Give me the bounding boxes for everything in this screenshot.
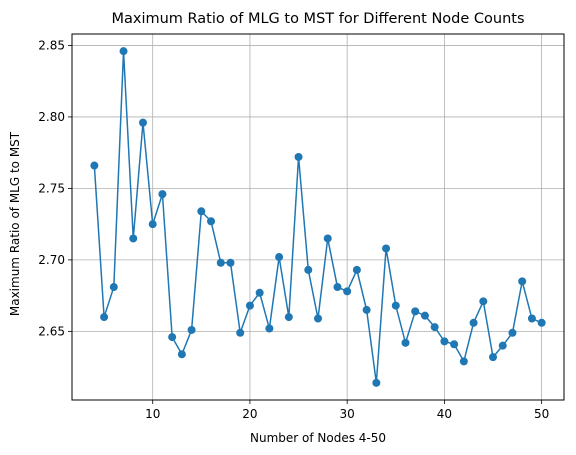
- data-point: [226, 258, 235, 267]
- data-point: [459, 357, 468, 366]
- data-point: [100, 313, 109, 322]
- data-point: [236, 328, 245, 337]
- data-point: [401, 338, 410, 347]
- data-point: [119, 47, 128, 56]
- data-point: [158, 190, 167, 199]
- y-tick-label: 2.75: [38, 181, 65, 195]
- data-point: [440, 337, 449, 346]
- x-gridlines: [152, 34, 543, 400]
- data-point: [177, 350, 186, 359]
- y-tick-label: 2.85: [38, 38, 65, 52]
- data-point: [207, 217, 216, 226]
- data-point: [498, 341, 507, 350]
- data-point: [382, 244, 391, 253]
- data-point: [527, 314, 536, 323]
- data-point: [537, 318, 546, 327]
- x-axis: 10 20 30 40 50: [145, 400, 549, 421]
- data-point: [430, 323, 439, 332]
- data-point: [216, 258, 225, 267]
- y-tick-label: 2.70: [38, 253, 65, 267]
- x-tick-label: 40: [437, 407, 452, 421]
- data-point: [245, 301, 254, 310]
- data-point: [323, 234, 332, 243]
- data-point: [90, 161, 99, 170]
- data-point: [508, 328, 517, 337]
- data-point: [168, 333, 177, 342]
- series-line: [93, 51, 542, 383]
- y-axis: 2.65 2.70 2.75 2.80 2.85: [38, 38, 72, 338]
- data-point: [129, 234, 138, 243]
- x-tick-label: 10: [145, 407, 160, 421]
- data-point: [333, 283, 342, 292]
- data-point: [469, 318, 478, 327]
- y-tick-label: 2.80: [38, 110, 65, 124]
- data-point: [304, 265, 313, 274]
- data-point: [479, 297, 488, 306]
- y-axis-label: Maximum Ratio of MLG to MST: [8, 131, 22, 316]
- plot-frame: [71, 33, 565, 401]
- data-point: [391, 301, 400, 310]
- x-tick-label: 20: [242, 407, 257, 421]
- data-point: [187, 325, 196, 334]
- data-point: [362, 305, 371, 314]
- series: [90, 47, 546, 387]
- x-tick-label: 30: [340, 407, 355, 421]
- data-point: [109, 283, 118, 292]
- data-point: [197, 207, 206, 216]
- data-point: [372, 378, 381, 387]
- x-tick-label: 50: [534, 407, 549, 421]
- y-tick-label: 2.65: [38, 324, 65, 338]
- data-point: [489, 353, 498, 362]
- data-point: [255, 288, 264, 297]
- data-point: [148, 220, 157, 229]
- chart-title: Maximum Ratio of MLG to MST for Differen…: [111, 11, 524, 27]
- x-axis-label: Number of Nodes 4-50: [250, 431, 386, 445]
- data-point: [343, 287, 352, 296]
- data-point: [420, 311, 429, 320]
- y-gridlines: [72, 45, 564, 332]
- data-point: [518, 277, 527, 286]
- data-point: [314, 314, 322, 323]
- data-point: [265, 324, 274, 333]
- data-point: [411, 307, 420, 316]
- data-point: [275, 253, 284, 262]
- data-point: [284, 313, 293, 322]
- data-point: [294, 152, 303, 161]
- data-point: [138, 118, 147, 127]
- data-point: [450, 340, 459, 349]
- data-point: [352, 265, 361, 274]
